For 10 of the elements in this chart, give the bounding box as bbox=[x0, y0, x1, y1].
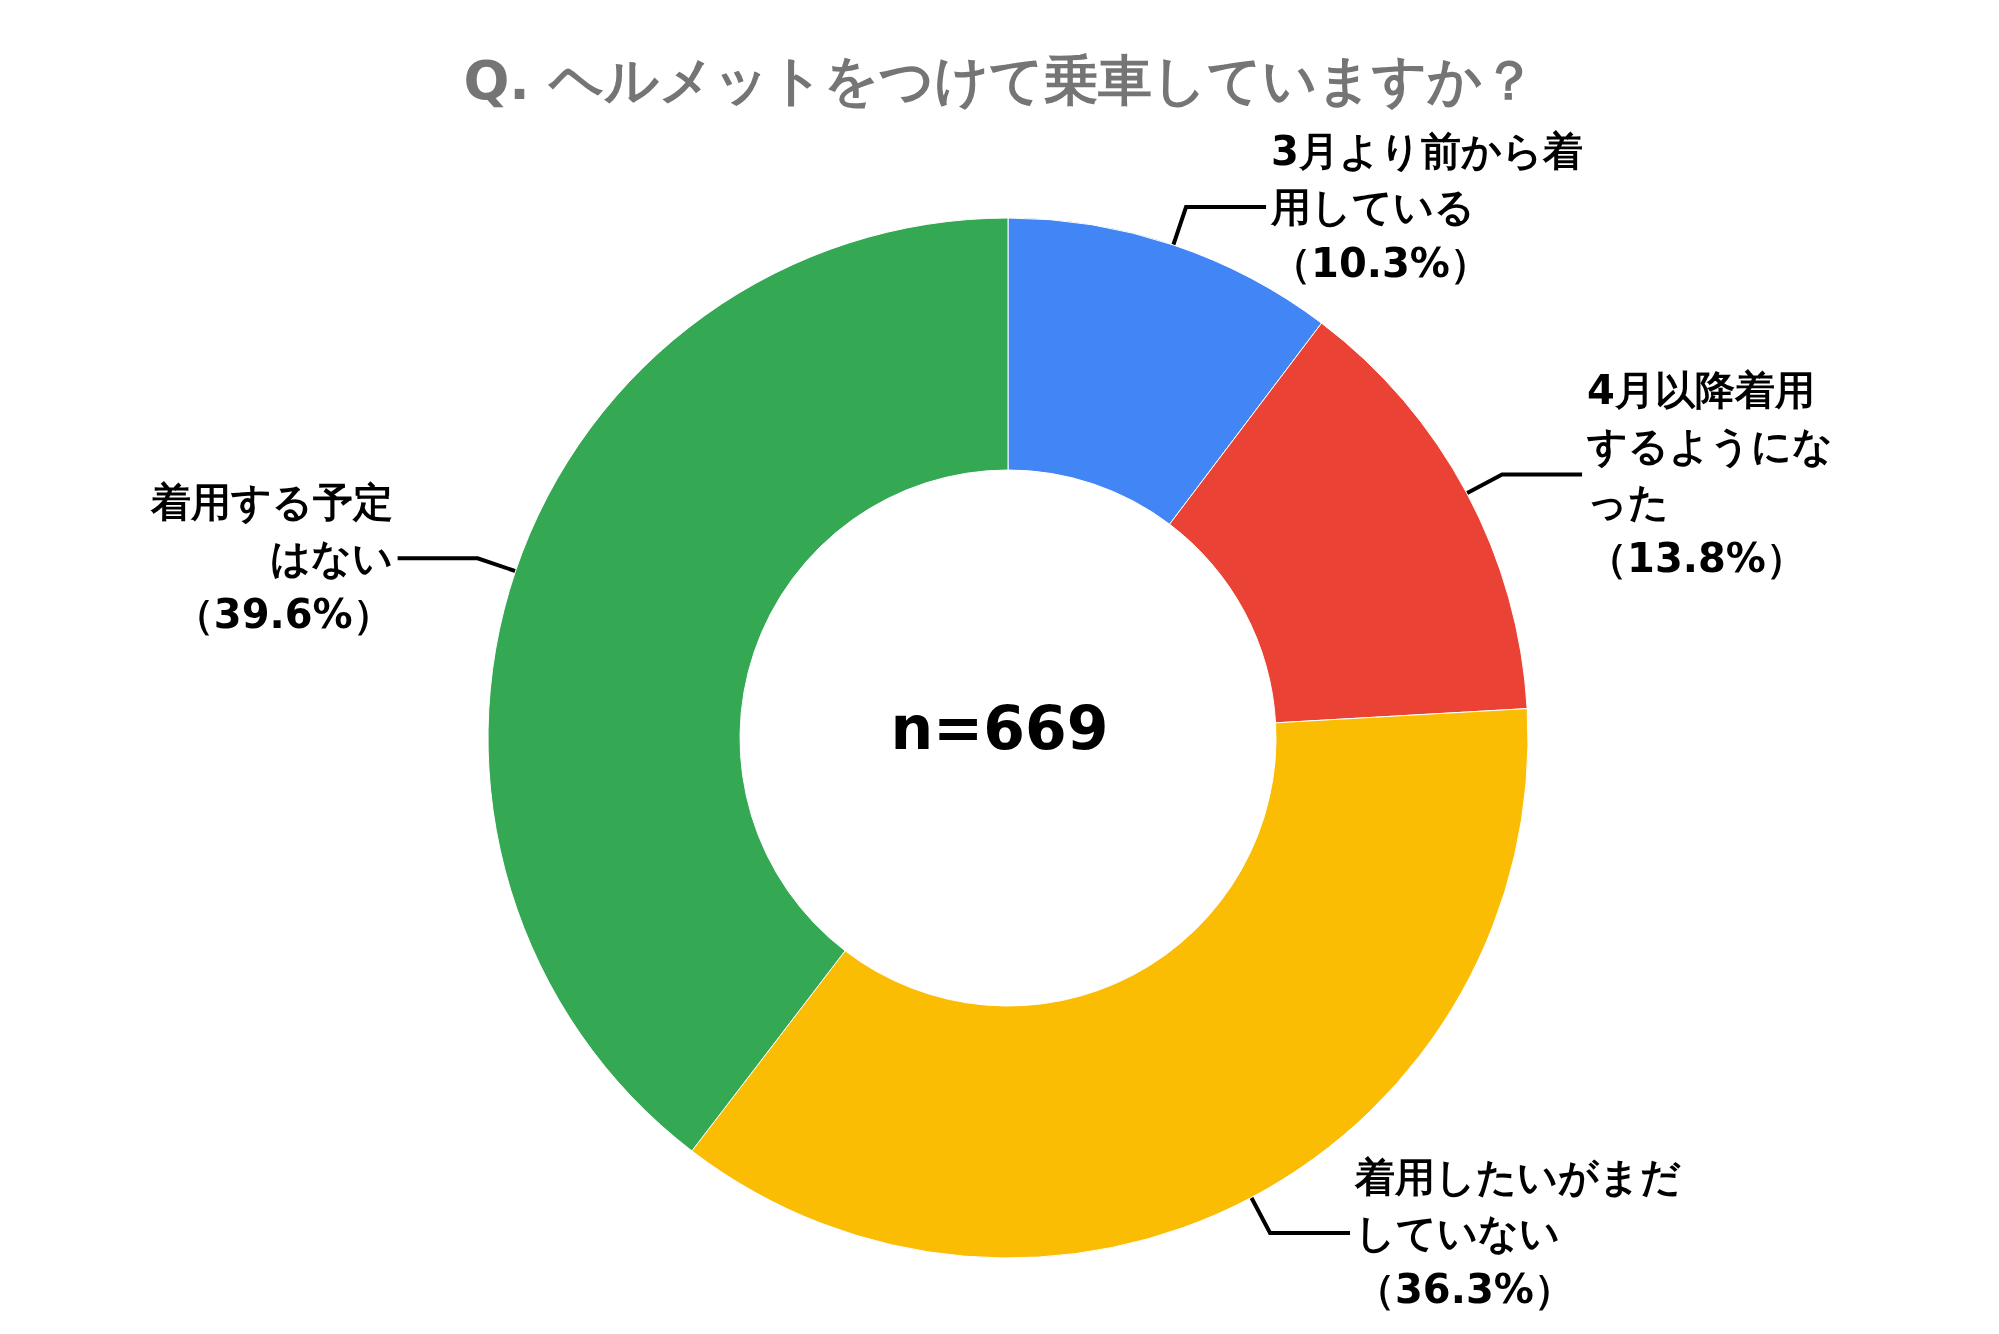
data-label: （39.6%） bbox=[173, 591, 393, 638]
slice-label: 3月より前から着用している bbox=[1270, 128, 1583, 231]
chart-title: Q. ヘルメットをつけて乗車していますか？ bbox=[463, 48, 1536, 112]
data-label: （10.3%） bbox=[1271, 240, 1490, 287]
text: n=669 bbox=[890, 693, 1109, 763]
data-label: （13.8%） bbox=[1587, 535, 1806, 582]
slice-label: 4月以降着用するようになった bbox=[1586, 367, 1834, 526]
data-label: （36.3%） bbox=[1355, 1265, 1574, 1312]
slice-label: 着用したいがまだしていない bbox=[1354, 1153, 1682, 1256]
slice-label: 着用する予定はない bbox=[149, 479, 393, 582]
